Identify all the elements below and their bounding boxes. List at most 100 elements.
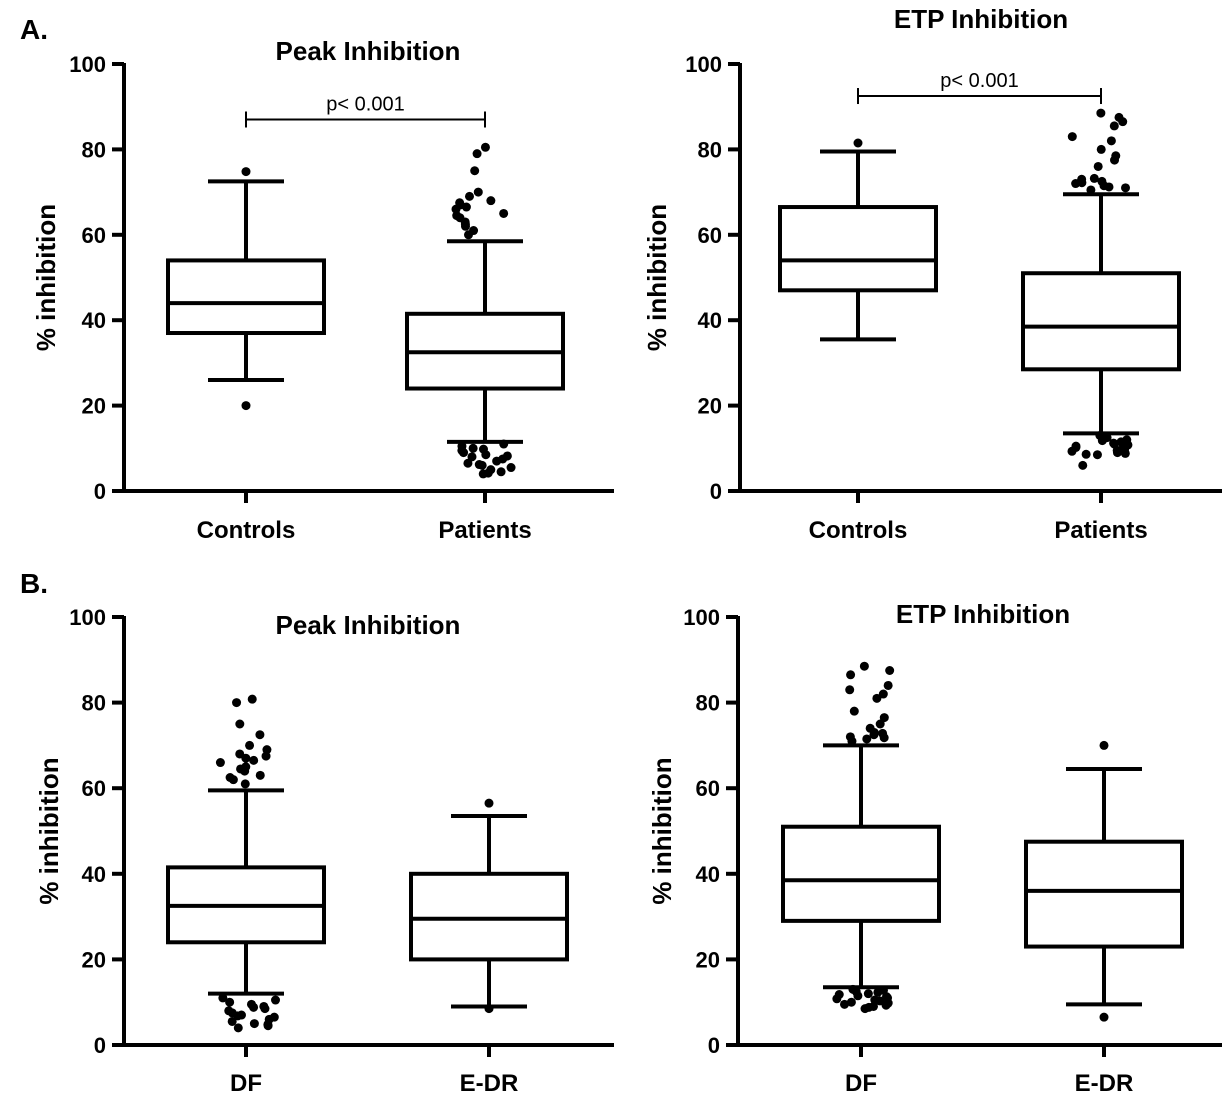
chart-1-box-1-outlier-point: [1096, 144, 1106, 154]
chart-1-box-1-outlier-point: [1109, 121, 1119, 131]
chart-2-box-0-outlier-point: [218, 993, 228, 1003]
chart-2-box-0-outlier-point: [240, 779, 250, 789]
chart-2-box-0-outlier-point: [227, 1016, 237, 1026]
chart-2-x-tick-label: E-DR: [460, 1070, 519, 1093]
chart-3-box-0-outlier-point: [863, 989, 873, 999]
chart-2-box-0-outlier-point: [262, 745, 272, 755]
chart-3-box-0-iqr-box: [781, 824, 941, 923]
chart-0-y-tick-label: 20: [82, 394, 106, 419]
chart-0-y-tick-label: 40: [82, 308, 106, 333]
chart-2-box-0-outlier-point: [215, 758, 225, 768]
chart-0-box-1-outlier-point: [473, 187, 483, 197]
chart-3-box-0-outlier-point: [849, 706, 859, 716]
chart-3-box-0-outlier-point: [878, 728, 888, 738]
chart-2-y-tick-label: 80: [82, 691, 106, 716]
chart-1-box-0-iqr-box: [778, 205, 938, 293]
chart-2-box-0-outlier-point: [236, 764, 246, 774]
chart-0-box-1-outlier-point: [468, 443, 478, 453]
chart-2-box-0-outlier-point: [259, 1001, 269, 1011]
chart-2-box-0-outlier-point: [271, 995, 281, 1005]
chart-3-box-0-outlier-point: [859, 661, 869, 671]
chart-0-box-1-outlier-point: [460, 219, 470, 229]
chart-2-box-1-outlier-point: [484, 1004, 494, 1014]
chart-0-box-1-outlier-point: [461, 202, 471, 212]
chart-1-box-1-outlier-point: [1123, 440, 1133, 450]
chart-0-box-1-outlier-point: [483, 468, 493, 478]
chart-1-box-1-outlier-point: [1089, 173, 1099, 183]
chart-3-box-0-outlier-point: [862, 734, 872, 744]
chart-0-box-1-outlier-point: [472, 149, 482, 159]
chart-3-box-0-outlier-point: [883, 680, 893, 690]
chart-1-box-1-iqr-box: [1021, 271, 1181, 372]
chart-3-box-0-outlier-point: [879, 713, 889, 723]
chart-3-box-1-outlier-point: [1099, 1012, 1109, 1022]
chart-2-box-0-outlier-point: [249, 1002, 259, 1012]
chart-2-box-0-outlier-point: [235, 719, 245, 729]
chart-0-box-1-outlier-point: [452, 211, 462, 221]
chart-1-title: ETP Inhibition: [894, 4, 1068, 34]
chart-3-y-tick-label: 40: [696, 862, 720, 887]
chart-1-box-1-outlier-point: [1097, 176, 1107, 186]
chart-2-box-0-outlier-point: [249, 755, 259, 765]
chart-3-box-0-outlier-point: [840, 999, 850, 1009]
chart-1-box-1-outlier-point: [1106, 136, 1116, 146]
chart-2-box-0-outlier-point: [269, 1012, 279, 1022]
panel-label-a: A.: [20, 14, 48, 45]
chart-3-box-0-outlier-point: [845, 685, 855, 695]
chart-1-box-1-outlier-point: [1111, 151, 1121, 161]
chart-0-box-1-outlier-point: [474, 460, 484, 470]
chart-3-box-0-outlier-point: [882, 992, 892, 1002]
chart-2-box-0-outlier-point: [247, 694, 257, 704]
chart-1-y-label: % inhibition: [642, 204, 672, 351]
chart-2-y-tick-label: 100: [69, 605, 106, 630]
chart-3-y-tick-label: 80: [696, 691, 720, 716]
chart-3-box-0-outlier-point: [848, 984, 858, 994]
chart-0-box-1-outlier-point: [502, 451, 512, 461]
chart-2-box-1-iqr-box: [409, 871, 569, 962]
chart-3-y-tick-label: 0: [708, 1033, 720, 1058]
chart-3-box-0-outlier-point: [846, 670, 856, 680]
chart-1-box-1-outlier-point: [1104, 182, 1114, 192]
chart-1-y-tick-label: 20: [698, 394, 722, 419]
chart-1-y-tick-label: 100: [685, 52, 722, 77]
chart-1-box-1-outlier-point: [1097, 436, 1107, 446]
chart-0-box-1-outlier-point: [455, 198, 465, 208]
chart-0-box-1-outlier-point: [480, 142, 490, 152]
chart-3-y-label: % inhibition: [647, 757, 677, 904]
chart-3-x-tick-label: DF: [845, 1070, 877, 1093]
chart-0-y-tick-label: 80: [82, 137, 106, 162]
chart-1-box-1-outlier-point: [1114, 112, 1124, 122]
chart-0-box-0-outlier-point: [241, 401, 251, 411]
chart-3-title: ETP Inhibition: [896, 599, 1070, 629]
chart-2-x-tick-label: DF: [230, 1070, 262, 1093]
chart-3-box-0-outlier-point: [834, 989, 844, 999]
chart-1-box-1-outlier-point: [1067, 132, 1077, 142]
chart-0-y-label: % inhibition: [31, 204, 61, 351]
chart-0-box-0-outlier-point: [241, 167, 251, 177]
chart-1-box-1-outlier-point: [1077, 178, 1087, 188]
chart-1-box-1-outlier-point: [1071, 442, 1081, 452]
chart-3-y-tick-label: 100: [683, 605, 720, 630]
panel-label-b: B.: [20, 568, 48, 599]
chart-1-box-1-outlier-point: [1093, 161, 1103, 171]
chart-1-box-1-outlier-point: [1078, 460, 1088, 470]
chart-0-box-1-outlier-point: [486, 196, 496, 206]
chart-0-x-tick-label: Patients: [438, 517, 531, 544]
chart-2-box-0-outlier-point: [225, 997, 235, 1007]
chart-1-box-1-outlier-point: [1086, 185, 1096, 195]
chart-3-y-tick-label: 60: [696, 776, 720, 801]
chart-3-box-0-outlier-point: [846, 997, 856, 1007]
chart-2-box-0-outlier-point: [233, 1023, 243, 1033]
chart-2-box-0-outlier-point: [255, 770, 265, 780]
chart-2-box-0-outlier-point: [263, 1019, 273, 1029]
chart-3-box-0-outlier-point: [873, 987, 883, 997]
chart-1-x-tick-label: Controls: [809, 517, 908, 544]
chart-1-y-tick-label: 60: [698, 223, 722, 248]
chart-0-box-1-outlier-point: [496, 467, 506, 477]
chart-2-y-tick-label: 20: [82, 947, 106, 972]
chart-1-y-tick-label: 80: [698, 137, 722, 162]
chart-0-x-tick-label: Controls: [197, 517, 296, 544]
chart-0-p-value: p< 0.001: [326, 94, 404, 116]
chart-0-box-1-outlier-point: [499, 439, 509, 449]
chart-1-y-tick-label: 0: [710, 479, 722, 504]
